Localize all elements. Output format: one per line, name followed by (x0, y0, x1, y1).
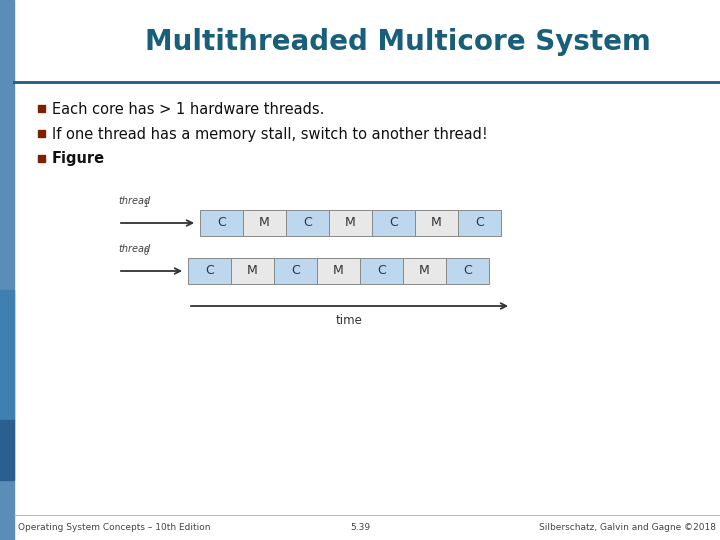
Text: M: M (333, 265, 344, 278)
Text: Figure: Figure (52, 152, 105, 166)
Bar (0, 0, 14, 540)
Text: C: C (377, 265, 386, 278)
Bar (458, 210, 501, 236)
Bar (446, 258, 489, 284)
Bar (0, 290, 14, 420)
Bar (415, 210, 458, 236)
Text: M: M (259, 217, 270, 230)
Text: C: C (217, 217, 226, 230)
Bar (286, 210, 329, 236)
Text: If one thread has a memory stall, switch to another thread!: If one thread has a memory stall, switch… (52, 126, 487, 141)
Bar (243, 210, 286, 236)
Text: Silberschatz, Galvin and Gagne ©2018: Silberschatz, Galvin and Gagne ©2018 (539, 523, 716, 532)
Bar (200, 210, 243, 236)
Text: thread: thread (118, 196, 150, 206)
Text: 5.39: 5.39 (350, 523, 370, 532)
Bar (18, 4, 126, 78)
Bar (38, 154, 45, 161)
Bar (231, 258, 274, 284)
Text: time: time (336, 314, 363, 327)
Text: C: C (475, 217, 484, 230)
Bar (38, 130, 45, 137)
Text: C: C (205, 265, 214, 278)
Text: C: C (303, 217, 312, 230)
Bar (372, 210, 415, 236)
Bar (0, 420, 14, 480)
Text: Each core has > 1 hardware threads.: Each core has > 1 hardware threads. (52, 102, 325, 117)
Text: C: C (389, 217, 398, 230)
Bar (329, 210, 372, 236)
Text: Operating System Concepts – 10th Edition: Operating System Concepts – 10th Edition (18, 523, 210, 532)
Text: C: C (463, 265, 472, 278)
Text: C: C (291, 265, 300, 278)
Bar (38, 105, 45, 111)
Bar (360, 258, 403, 284)
Text: M: M (247, 265, 258, 278)
Bar (188, 258, 231, 284)
Bar (274, 258, 317, 284)
Text: M: M (345, 217, 356, 230)
Text: M: M (431, 217, 442, 230)
Text: Multithreaded Multicore System: Multithreaded Multicore System (145, 28, 651, 56)
Bar (403, 258, 446, 284)
Text: thread: thread (118, 244, 150, 254)
Bar (317, 258, 360, 284)
Text: 0: 0 (144, 248, 149, 257)
Text: 1: 1 (144, 200, 149, 209)
Text: M: M (419, 265, 430, 278)
